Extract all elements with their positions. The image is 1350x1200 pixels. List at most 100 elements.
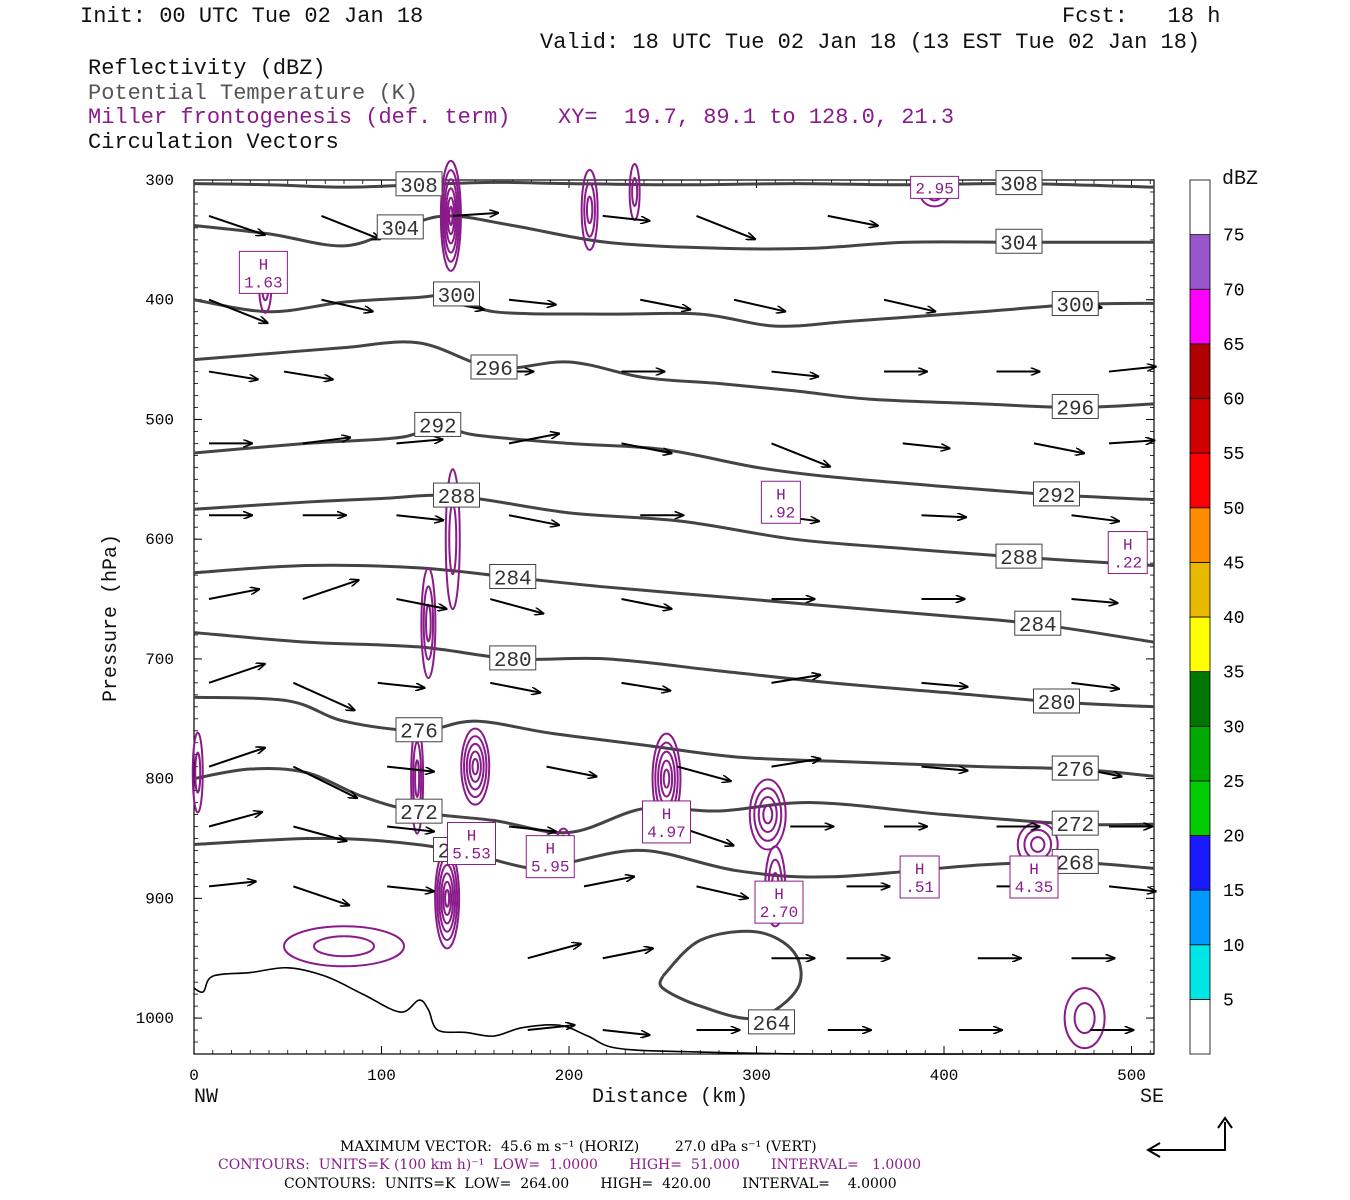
frontogenesis-contour bbox=[444, 468, 461, 611]
colorbar-bin bbox=[1189, 343, 1211, 399]
circulation-vector bbox=[733, 298, 785, 312]
circulation-vector bbox=[902, 442, 950, 448]
circulation-vector bbox=[527, 944, 581, 960]
colorbar-bin bbox=[1189, 179, 1211, 236]
theta-label: 276 bbox=[400, 722, 438, 745]
colorbar-label: 50 bbox=[1223, 500, 1245, 520]
theta-label-box bbox=[395, 717, 443, 743]
circulation-vector bbox=[696, 214, 756, 239]
frontogenesis-contour bbox=[420, 566, 437, 679]
theta-label-box bbox=[748, 1009, 795, 1035]
circulation-vector bbox=[208, 589, 259, 601]
theta-label: 300 bbox=[438, 286, 476, 309]
theta-label: 288 bbox=[1000, 548, 1038, 571]
colorbar-label: 35 bbox=[1223, 664, 1245, 684]
colorbar-bin bbox=[1189, 671, 1211, 727]
footer-contours-theta: CONTOURS: UNITS=K LOW= 264.00 HIGH= 420.… bbox=[284, 1176, 897, 1192]
frontogenesis-contour bbox=[425, 603, 432, 643]
theta-label: 284 bbox=[494, 568, 532, 591]
circulation-vector bbox=[387, 825, 434, 832]
theta-label: 304 bbox=[381, 219, 419, 242]
y-tick-label: 700 bbox=[145, 651, 174, 669]
fronto-max-box bbox=[238, 250, 288, 294]
x-tick-label: 400 bbox=[930, 1067, 959, 1085]
theta-label-box bbox=[1014, 610, 1062, 636]
fronto-max-h: H bbox=[545, 841, 555, 859]
nw-label: NW bbox=[194, 1086, 219, 1109]
circulation-vector bbox=[396, 439, 443, 445]
theta-label: 292 bbox=[419, 416, 457, 439]
theta-contour-268 bbox=[193, 836, 1155, 879]
frontogenesis-contour bbox=[757, 796, 778, 834]
theta-contour-272 bbox=[193, 767, 1155, 835]
field-miller: Miller frontogenesis (def. term) bbox=[88, 105, 511, 130]
theta-contour-276 bbox=[193, 695, 1155, 778]
fronto-max-box bbox=[447, 821, 496, 865]
frontogenesis-contour bbox=[442, 880, 453, 917]
circulation-vector bbox=[208, 748, 265, 768]
fronto-max-value: .92 bbox=[766, 504, 795, 522]
fronto-value-box bbox=[910, 175, 960, 199]
theta-label-box bbox=[995, 543, 1043, 569]
terrain-line bbox=[193, 966, 1154, 1055]
fronto-max-value: 4.97 bbox=[647, 824, 685, 842]
theta-label: 296 bbox=[475, 359, 513, 382]
circulation-vector bbox=[621, 598, 672, 609]
circulation-vector bbox=[508, 514, 559, 525]
fronto-max-box bbox=[760, 480, 801, 524]
theta-contour-304 bbox=[193, 214, 1154, 251]
theta-label-box bbox=[395, 171, 443, 197]
circulation-vector bbox=[1071, 598, 1118, 603]
frontogenesis-contour bbox=[422, 585, 435, 661]
circulation-vector bbox=[452, 213, 498, 216]
frontogenesis-contour bbox=[460, 727, 491, 806]
colorbar-label: 70 bbox=[1223, 281, 1245, 301]
frontogenesis-contour bbox=[438, 864, 457, 933]
colorbar-bin bbox=[1189, 998, 1211, 1055]
theta-contour-284 bbox=[193, 563, 1155, 644]
fronto-max-h: H bbox=[259, 256, 269, 274]
x-axis-title: Distance (km) bbox=[592, 1086, 749, 1109]
x-tick-label: 500 bbox=[1117, 1067, 1146, 1085]
circulation-vector bbox=[302, 580, 359, 600]
colorbar-bin bbox=[1189, 889, 1211, 946]
circulation-vector bbox=[771, 370, 819, 377]
fronto-max-box bbox=[1107, 531, 1148, 575]
circulation-vector bbox=[321, 214, 381, 239]
theta-contour-288 bbox=[193, 493, 1155, 568]
circulation-vector bbox=[527, 1025, 575, 1032]
circulation-vector bbox=[293, 825, 346, 841]
circulation-vector bbox=[283, 370, 333, 380]
colorbar-label: 60 bbox=[1223, 391, 1245, 411]
theta-label: 300 bbox=[1056, 296, 1094, 319]
colorbar-label: 65 bbox=[1223, 336, 1245, 356]
theta-label: 308 bbox=[1000, 175, 1038, 198]
fronto-max-value: 5.95 bbox=[531, 859, 569, 877]
colorbar-label: 45 bbox=[1223, 554, 1245, 574]
y-tick-label: 400 bbox=[145, 292, 174, 310]
y-tick-label: 300 bbox=[145, 172, 174, 190]
colorbar-bin bbox=[1189, 561, 1211, 618]
y-axis-title: Pressure (hPa) bbox=[100, 533, 124, 703]
frontogenesis-contour bbox=[1023, 828, 1053, 861]
fronto-value-label: 2.95 bbox=[915, 180, 953, 198]
colorbar-bin bbox=[1189, 288, 1211, 345]
circulation-vector bbox=[1108, 885, 1156, 891]
colorbar-label: 5 bbox=[1223, 991, 1234, 1011]
colorbar-bin bbox=[1189, 944, 1211, 1000]
circulation-vector bbox=[396, 598, 447, 609]
circulation-vector bbox=[321, 298, 373, 312]
theta-label-box bbox=[1033, 481, 1080, 507]
fronto-max-value: 5.53 bbox=[452, 845, 490, 863]
theta-label-box bbox=[1051, 393, 1099, 419]
circulation-vector bbox=[489, 598, 543, 613]
theta-label: 296 bbox=[1056, 398, 1094, 421]
y-tick-label: 500 bbox=[145, 411, 174, 429]
theta-contour-296 bbox=[193, 340, 1155, 409]
theta-label-box bbox=[995, 170, 1043, 196]
theta-label-box bbox=[1051, 810, 1099, 836]
frontogenesis-contour bbox=[748, 778, 787, 851]
circulation-vector bbox=[208, 370, 258, 380]
forecast-hour: Fcst: 18 h bbox=[1062, 4, 1221, 29]
y-tick-label: 1000 bbox=[136, 1010, 174, 1028]
